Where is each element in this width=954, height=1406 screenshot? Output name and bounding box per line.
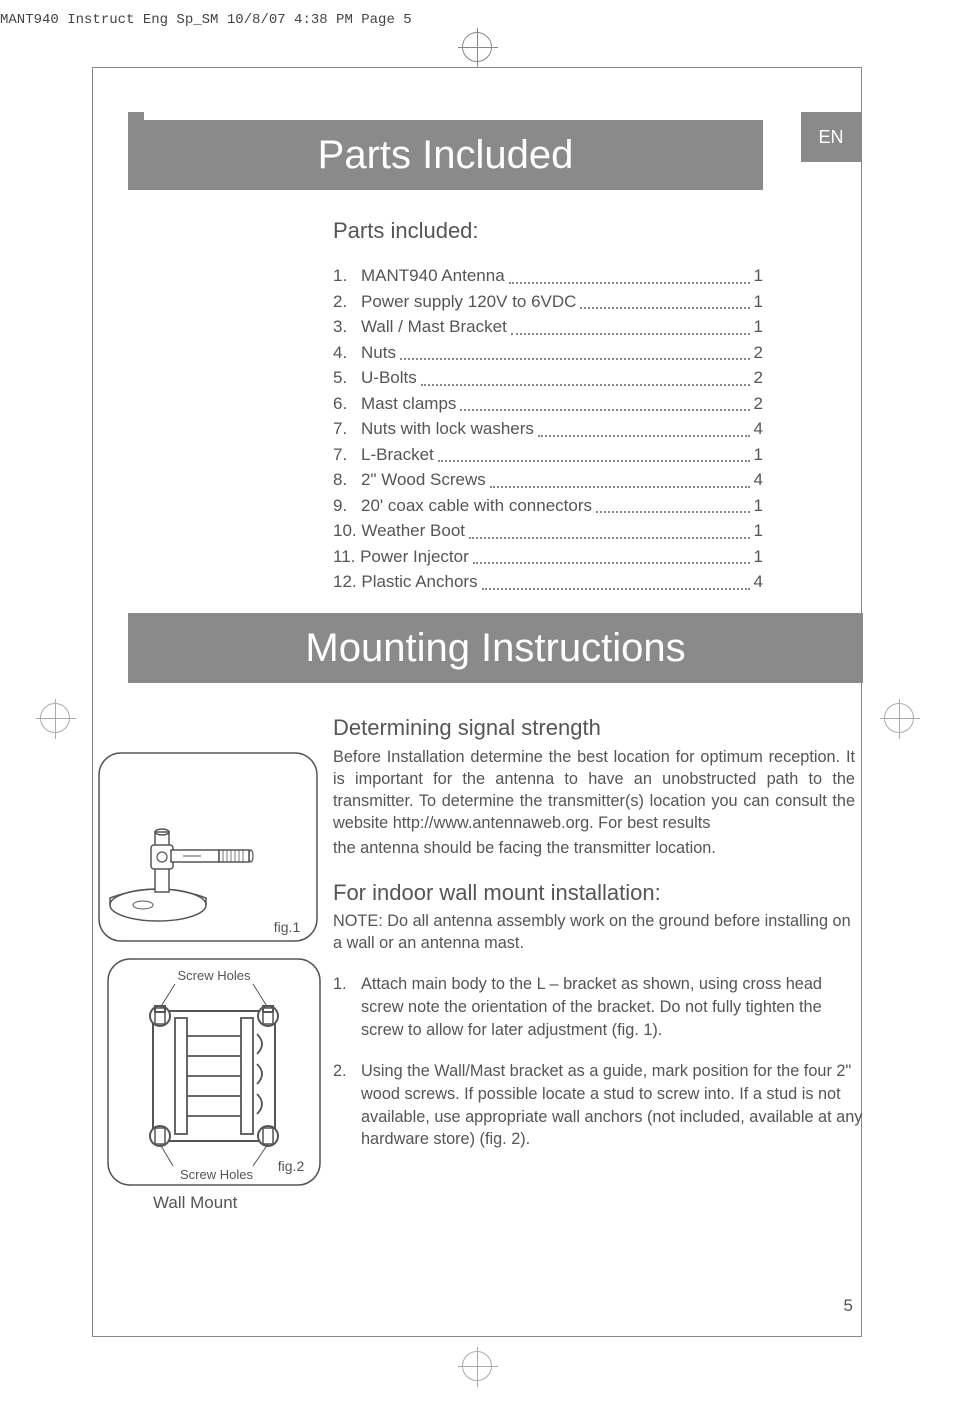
install-step-2: 2. Using the Wall/Mast bracket as a guid… — [333, 1060, 863, 1151]
signal-strength-text: Before Installation determine the best l… — [333, 746, 855, 834]
signal-strength-text-2: the antenna should be facing the transmi… — [333, 837, 855, 859]
indoor-install-heading: For indoor wall mount installation: — [333, 880, 661, 906]
install-step-1: 1. Attach main body to the L – bracket a… — [333, 973, 863, 1041]
banner-tab — [128, 112, 144, 160]
parts-list-row: 10. Weather Boot1 — [333, 518, 763, 544]
parts-list-row: 7.L-Bracket1 — [333, 442, 763, 468]
parts-list-row: 12. Plastic Anchors4 — [333, 569, 763, 595]
svg-text:Screw Holes: Screw Holes — [178, 968, 251, 983]
indoor-install-note: NOTE: Do all antenna assembly work on th… — [333, 910, 855, 954]
crop-mark-top — [462, 32, 492, 62]
parts-list-row: 4.Nuts2 — [333, 340, 763, 366]
figure-2: Screw Holes — [105, 956, 323, 1189]
crop-mark-right — [884, 703, 914, 733]
crop-mark-left — [40, 703, 70, 733]
parts-list-row: 9.20' coax cable with connectors1 — [333, 493, 763, 519]
step-2-text: Using the Wall/Mast bracket as a guide, … — [361, 1060, 863, 1151]
parts-list-row: 1.MANT940 Antenna1 — [333, 263, 763, 289]
parts-included-heading: Parts included: — [333, 218, 479, 244]
step-1-text: Attach main body to the L – bracket as s… — [361, 973, 863, 1041]
step-2-number: 2. — [333, 1060, 361, 1151]
parts-list-row: 2.Power supply 120V to 6VDC1 — [333, 289, 763, 315]
parts-list-row: 5.U-Bolts2 — [333, 365, 763, 391]
parts-list: 1.MANT940 Antenna12.Power supply 120V to… — [333, 263, 763, 595]
signal-strength-heading: Determining signal strength — [333, 715, 601, 741]
step-1-number: 1. — [333, 973, 361, 1041]
parts-list-row: 3. Wall / Mast Bracket1 — [333, 314, 763, 340]
section-banner-mounting: Mounting Instructions — [128, 613, 863, 683]
section-banner-parts: Parts Included — [128, 120, 763, 190]
crop-mark-bottom — [462, 1351, 492, 1381]
parts-list-row: 11. Power Injector1 — [333, 544, 763, 570]
page-frame: EN Parts Included Parts included: 1.MANT… — [92, 67, 862, 1337]
svg-text:Screw Holes: Screw Holes — [180, 1167, 253, 1182]
print-slug: MANT940 Instruct Eng Sp_SM 10/8/07 4:38 … — [0, 12, 412, 28]
wall-mount-label: Wall Mount — [153, 1193, 237, 1213]
parts-list-row: 7.Nuts with lock washers4 — [333, 416, 763, 442]
page-number: 5 — [844, 1296, 853, 1316]
figure-1: fig.1 — [93, 750, 323, 945]
parts-list-row: 8.2" Wood Screws4 — [333, 467, 763, 493]
svg-text:fig.2: fig.2 — [278, 1158, 305, 1174]
parts-list-row: 6.Mast clamps2 — [333, 391, 763, 417]
language-badge: EN — [801, 112, 861, 162]
svg-text:fig.1: fig.1 — [274, 919, 301, 935]
